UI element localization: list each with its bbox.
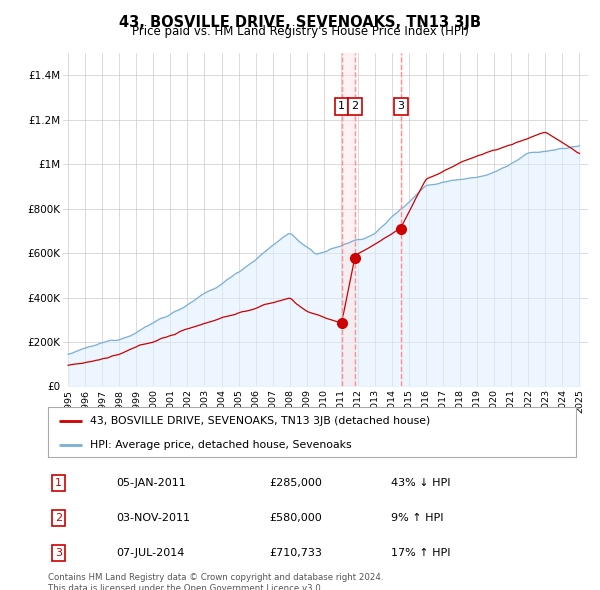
- Text: 9% ↑ HPI: 9% ↑ HPI: [391, 513, 444, 523]
- Text: 05-JAN-2011: 05-JAN-2011: [116, 478, 187, 488]
- Text: Price paid vs. HM Land Registry's House Price Index (HPI): Price paid vs. HM Land Registry's House …: [131, 25, 469, 38]
- Text: £285,000: £285,000: [270, 478, 323, 488]
- Text: 43% ↓ HPI: 43% ↓ HPI: [391, 478, 451, 488]
- Text: HPI: Average price, detached house, Sevenoaks: HPI: Average price, detached house, Seve…: [90, 440, 352, 450]
- Text: 03-NOV-2011: 03-NOV-2011: [116, 513, 191, 523]
- Text: 3: 3: [397, 101, 404, 112]
- Text: 43, BOSVILLE DRIVE, SEVENOAKS, TN13 3JB (detached house): 43, BOSVILLE DRIVE, SEVENOAKS, TN13 3JB …: [90, 416, 430, 426]
- Text: 43, BOSVILLE DRIVE, SEVENOAKS, TN13 3JB: 43, BOSVILLE DRIVE, SEVENOAKS, TN13 3JB: [119, 15, 481, 30]
- Text: £580,000: £580,000: [270, 513, 323, 523]
- Text: 2: 2: [55, 513, 62, 523]
- Text: 1: 1: [338, 101, 345, 112]
- Text: Contains HM Land Registry data © Crown copyright and database right 2024.
This d: Contains HM Land Registry data © Crown c…: [48, 573, 383, 590]
- Text: £710,733: £710,733: [270, 548, 323, 558]
- Text: 07-JUL-2014: 07-JUL-2014: [116, 548, 185, 558]
- Bar: [341, 53, 355, 386]
- Text: 3: 3: [55, 548, 62, 558]
- Text: 2: 2: [352, 101, 359, 112]
- Text: 17% ↑ HPI: 17% ↑ HPI: [391, 548, 451, 558]
- Text: 1: 1: [55, 478, 62, 488]
